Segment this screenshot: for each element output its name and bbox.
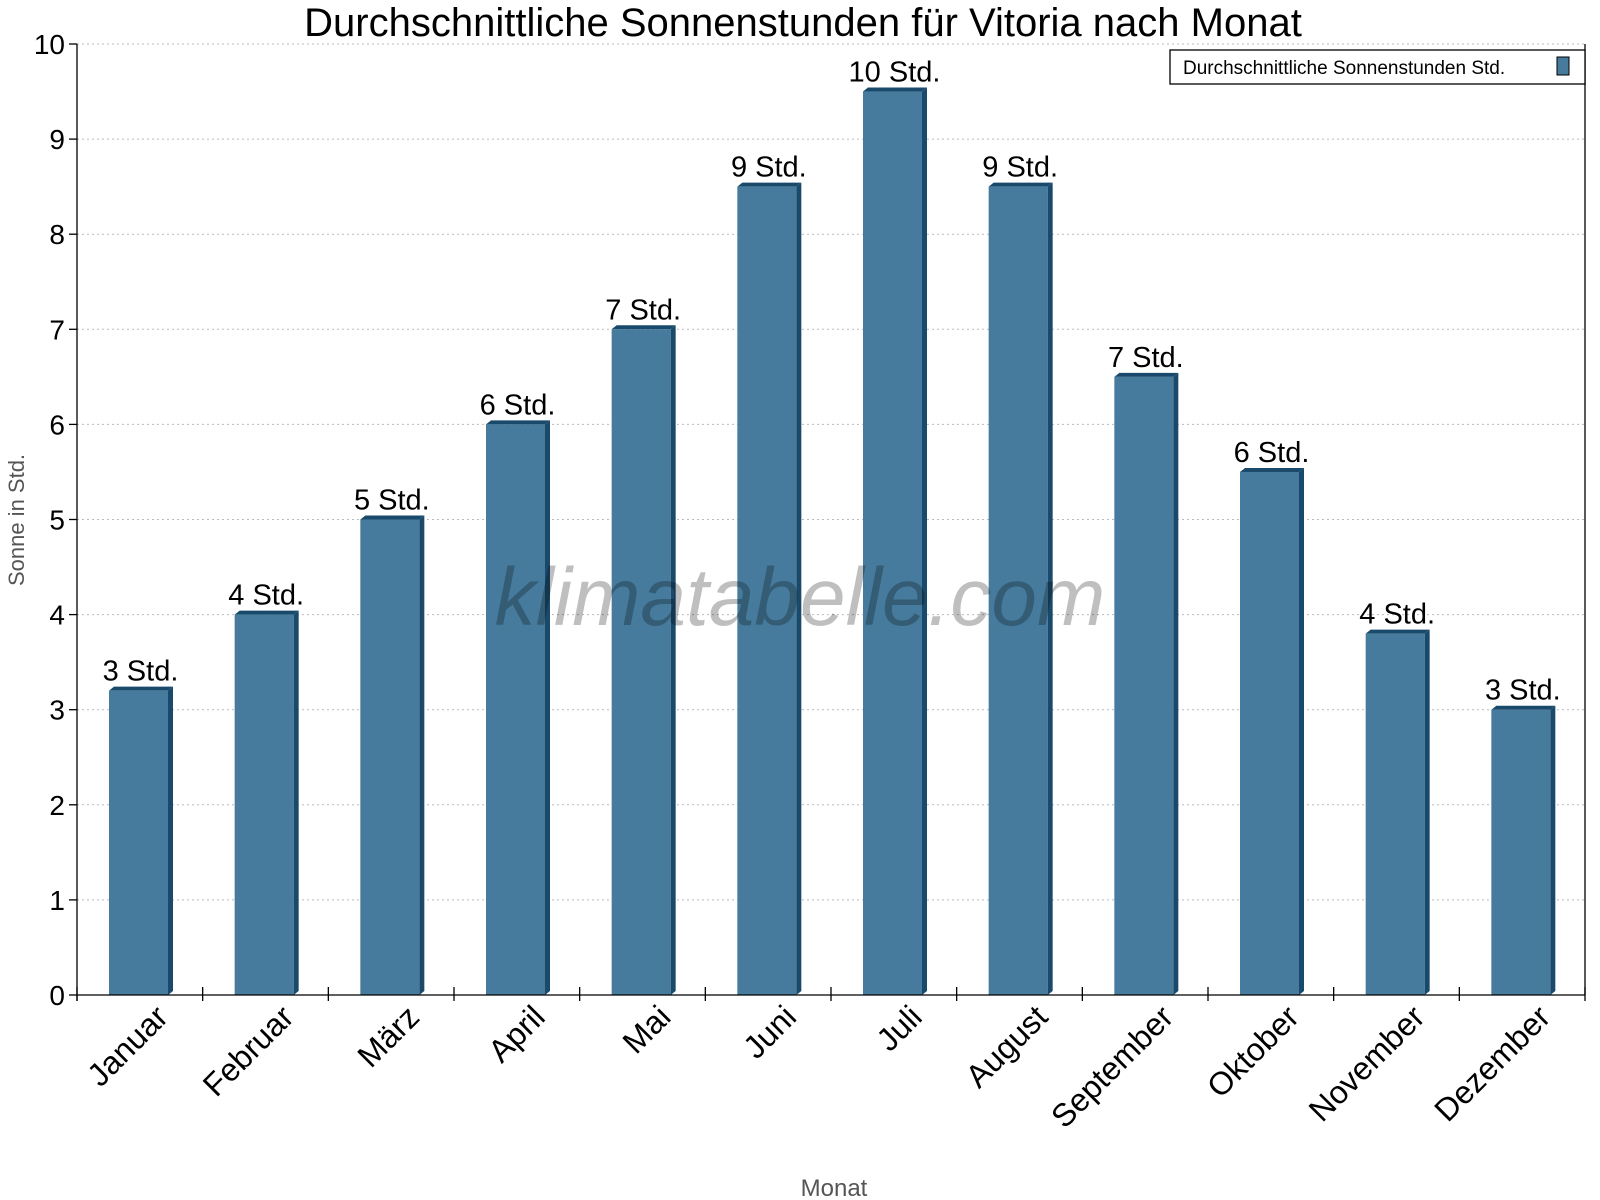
x-tick-label: Oktober [1200, 998, 1306, 1104]
data-label: 3 Std. [103, 656, 179, 688]
bar-top [1491, 705, 1556, 710]
bar [1114, 376, 1174, 996]
data-label: 7 Std. [1108, 342, 1184, 374]
bar [988, 186, 1048, 995]
y-tick-label: 1 [49, 885, 65, 916]
bar [1491, 709, 1551, 995]
bar-top [234, 610, 299, 615]
x-tick-label: Juni [736, 998, 803, 1065]
x-tick-label: Juli [869, 998, 928, 1057]
bar [486, 424, 545, 995]
x-tick-label: April [481, 998, 552, 1069]
legend: Durchschnittliche Sonnenstunden Std. [1169, 49, 1586, 85]
x-axis-title: Monat [801, 1175, 868, 1200]
bar-top [486, 420, 550, 425]
y-tick-label: 3 [49, 695, 65, 726]
data-label: 3 Std. [1485, 675, 1561, 707]
bar-side [1299, 467, 1304, 995]
x-tick-label: November [1302, 998, 1432, 1128]
bar [1365, 633, 1425, 995]
y-tick-label: 8 [49, 219, 65, 250]
data-label: 7 Std. [605, 294, 681, 326]
bar-top [1365, 629, 1430, 634]
bar-side [168, 686, 173, 995]
bar [1240, 471, 1299, 995]
x-tick-label: September [1044, 998, 1180, 1134]
y-tick-label: 2 [49, 790, 65, 821]
bars [109, 87, 1556, 996]
x-tick-label: August [959, 998, 1055, 1094]
chart-title: Durchschnittliche Sonnenstunden für Vito… [304, 1, 1302, 45]
data-label: 4 Std. [228, 580, 304, 612]
bar-side [545, 420, 550, 995]
bar [611, 329, 671, 995]
bar-side [419, 515, 425, 995]
bar-top [1240, 467, 1304, 472]
legend-swatch [1556, 56, 1570, 76]
y-tick-label: 7 [49, 314, 65, 345]
data-label: 5 Std. [354, 485, 430, 517]
bar-side [796, 182, 802, 995]
bar-side [922, 87, 927, 996]
x-tick-label: Mai [616, 998, 678, 1060]
data-label: 9 Std. [982, 152, 1058, 184]
bar [234, 614, 294, 995]
watermark: klimatabelle.com [495, 552, 1106, 643]
bar-side [1173, 372, 1179, 996]
bar-top [737, 182, 802, 187]
y-tick-label: 0 [49, 980, 65, 1011]
x-tick-label: Dezember [1427, 998, 1557, 1128]
x-tick-label: Februar [196, 998, 301, 1103]
data-label: 10 Std. [849, 57, 941, 89]
bar-top [611, 325, 676, 330]
data-label: 6 Std. [1234, 437, 1310, 469]
bar-side [1424, 629, 1430, 995]
bar-top [988, 182, 1053, 187]
bar [109, 690, 168, 995]
bar-top [109, 686, 173, 691]
data-labels: 3 Std. 4 Std. 5 Std. 6 Std. 7 Std. 9 Std. 10 S… [103, 57, 1561, 707]
data-label: 4 Std. [1359, 599, 1435, 631]
y-tick-label: 10 [34, 29, 65, 60]
data-label: 6 Std. [480, 389, 556, 421]
bar-top [863, 87, 927, 92]
y-tick-label: 9 [49, 124, 65, 155]
y-tick-label: 5 [49, 505, 65, 536]
y-tick-label: 4 [49, 600, 65, 631]
bar [737, 186, 797, 995]
bar-top [1114, 372, 1179, 377]
bar-side [670, 325, 676, 995]
y-tick-label: 6 [49, 409, 65, 440]
bar [360, 519, 420, 995]
bar-top [360, 515, 425, 520]
bar-side [293, 610, 299, 995]
legend-label: Durchschnittliche Sonnenstunden Std. [1183, 58, 1505, 79]
bar-side [1047, 182, 1053, 995]
y-axis-title: Sonne in Std. [4, 454, 29, 586]
bar [863, 91, 922, 996]
data-label: 9 Std. [731, 152, 807, 184]
x-tick-label: Januar [80, 998, 175, 1093]
x-tick-label: März [350, 998, 426, 1074]
grid-lines [77, 43, 1585, 901]
bar-side [1550, 705, 1556, 995]
